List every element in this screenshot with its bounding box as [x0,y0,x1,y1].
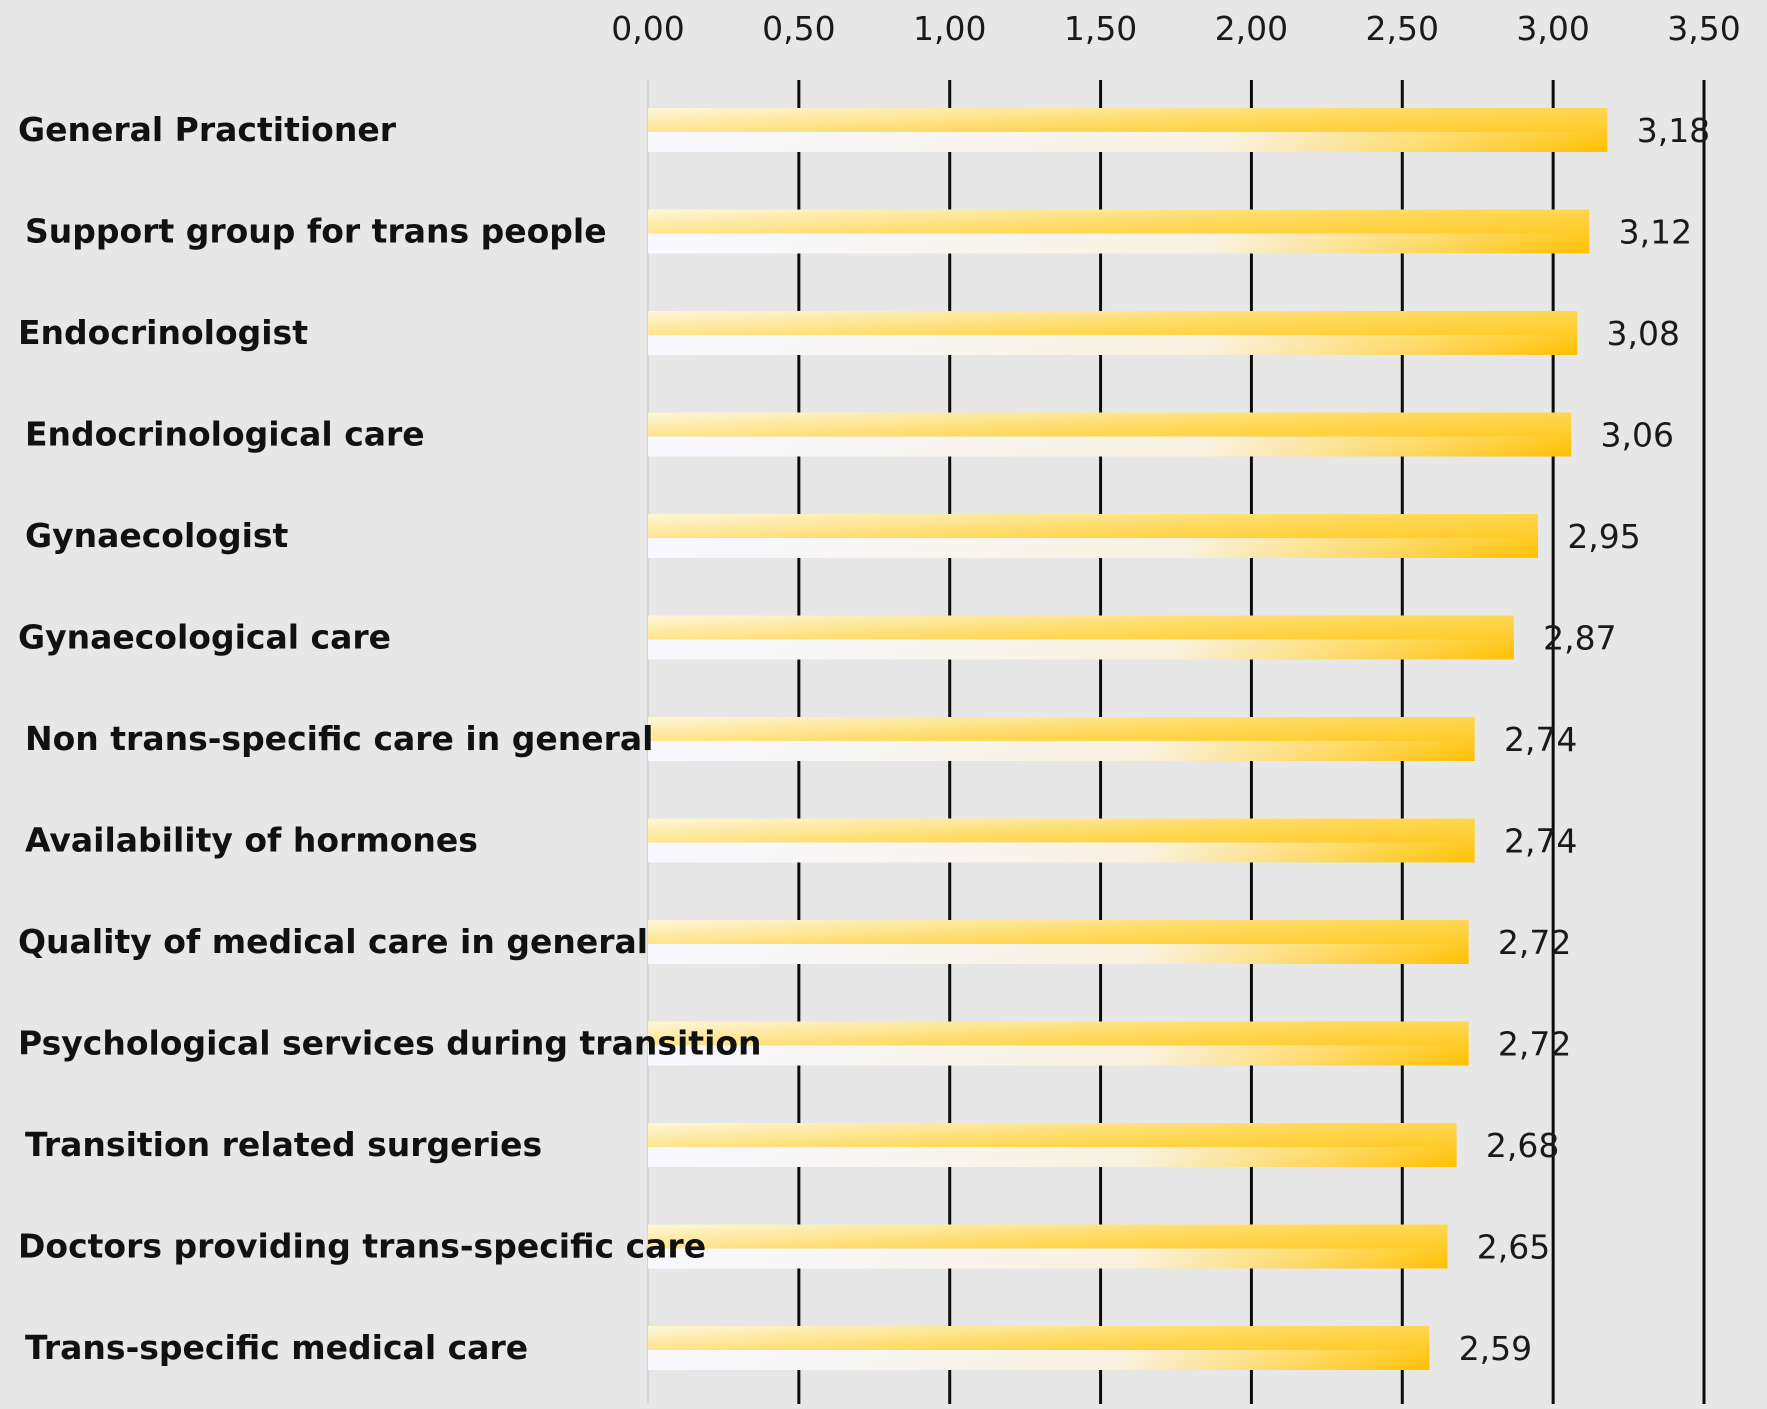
bar-shine [648,335,1578,355]
category-label: Gynaecological care [18,618,391,657]
data-label: 2,68 [1486,1126,1559,1165]
x-tick-label: 3,50 [1667,9,1740,48]
category-label: Psychological services during transition [18,1024,762,1063]
category-label: Non trans-specific care in general [25,719,653,758]
bar [648,615,1514,660]
category-label: Availability of hormones [25,821,478,860]
data-label: 3,12 [1619,213,1692,252]
data-label: 3,18 [1637,111,1710,150]
category-label: Support group for trans people [25,212,607,251]
bar-shine [648,233,1590,254]
bar-shine [648,1147,1457,1167]
category-label: Gynaecologist [25,516,289,555]
category-label: Endocrinologist [18,313,308,352]
category-label: General Practitioner [18,110,397,149]
bar [648,209,1590,254]
data-label: 2,59 [1459,1329,1532,1368]
bar [648,1326,1430,1370]
bar-shine [648,1045,1469,1066]
data-label: 3,08 [1607,314,1680,353]
x-tick-label: 1,50 [1064,9,1137,48]
data-label: 3,06 [1601,416,1674,455]
category-label: Transition related surgeries [25,1125,542,1164]
bar-shine [648,538,1539,558]
data-labels: 3,18 3,12 3,08 3,06 2,95 2,87 2,74 2,74 2,72 2,72… [1459,111,1710,1368]
bar [648,412,1572,457]
x-tick-label: 2,50 [1366,9,1439,48]
data-label: 2,95 [1567,517,1640,556]
bar-shine [648,639,1514,660]
bar [648,818,1475,863]
data-label: 2,74 [1504,822,1577,861]
data-label: 2,74 [1504,720,1577,759]
category-label: Quality of medical care in general [18,922,648,961]
bar [648,1021,1469,1066]
bar [648,311,1578,355]
bar-shine [648,842,1475,863]
bars [648,108,1608,1370]
bar-shine [648,132,1608,152]
data-label: 2,72 [1498,923,1571,962]
category-label: Endocrinological care [25,415,425,454]
bar-shine [648,1350,1430,1370]
bar-shine [648,741,1475,761]
x-axis-ticks: 0,00 0,50 1,00 1,50 2,00 2,50 3,00 3,50 [611,9,1740,48]
bar [648,1224,1448,1269]
data-label: 2,65 [1477,1228,1550,1267]
x-tick-label: 1,00 [913,9,986,48]
bar-shine [648,944,1469,964]
category-label: Doctors providing trans-specific care [18,1227,706,1266]
category-labels: General Practitioner Support group for tr… [18,110,762,1367]
bar [648,514,1539,558]
bar [648,1123,1457,1167]
x-tick-label: 0,50 [762,9,835,48]
bar-shine [648,1248,1448,1269]
bar [648,717,1475,761]
category-label: Trans-specific medical care [25,1328,528,1367]
x-tick-label: 2,00 [1215,9,1288,48]
x-tick-label: 0,00 [611,9,684,48]
data-label: 2,87 [1543,619,1616,658]
x-tick-label: 3,00 [1516,9,1589,48]
bar [648,108,1608,152]
bar-shine [648,436,1572,457]
bar [648,920,1469,964]
data-label: 2,72 [1498,1025,1571,1064]
